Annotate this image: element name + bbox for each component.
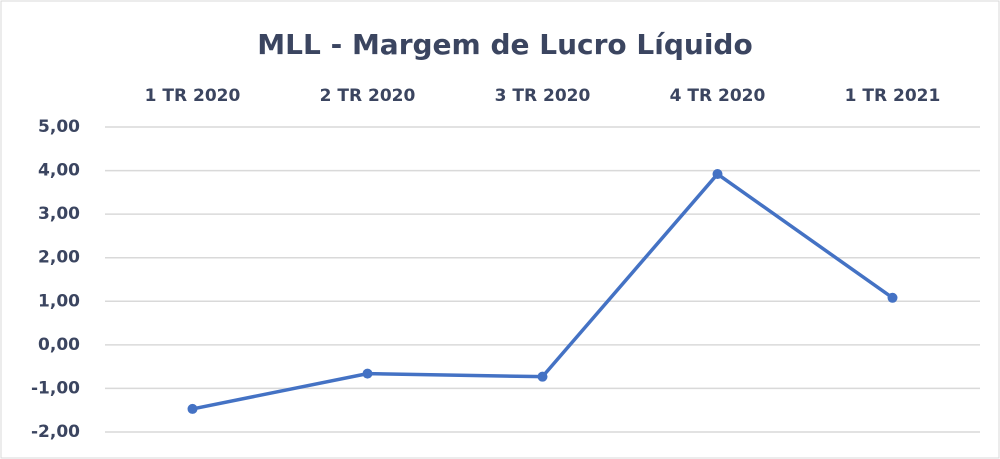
y-tick-label: 0,00 xyxy=(38,335,80,355)
data-point xyxy=(887,292,898,303)
y-tick-label: -1,00 xyxy=(31,378,80,398)
y-tick-label: 3,00 xyxy=(38,204,80,224)
y-tick-label: 5,00 xyxy=(38,117,80,137)
y-tick-label: -2,00 xyxy=(31,422,80,442)
x-tick-label: 4 TR 2020 xyxy=(670,86,766,106)
data-point xyxy=(537,371,548,382)
x-tick-label: 1 TR 2020 xyxy=(145,86,241,106)
data-point xyxy=(187,403,198,414)
data-point xyxy=(712,169,723,180)
x-tick-label: 1 TR 2021 xyxy=(845,86,941,106)
y-tick-label: 4,00 xyxy=(38,161,80,181)
y-tick-label: 2,00 xyxy=(38,248,80,268)
data-point xyxy=(362,368,373,379)
x-tick-label: 3 TR 2020 xyxy=(495,86,591,106)
chart-title: MLL - Margem de Lucro Líquido xyxy=(257,28,752,61)
x-tick-label: 2 TR 2020 xyxy=(320,86,416,106)
y-tick-label: 1,00 xyxy=(38,291,80,311)
